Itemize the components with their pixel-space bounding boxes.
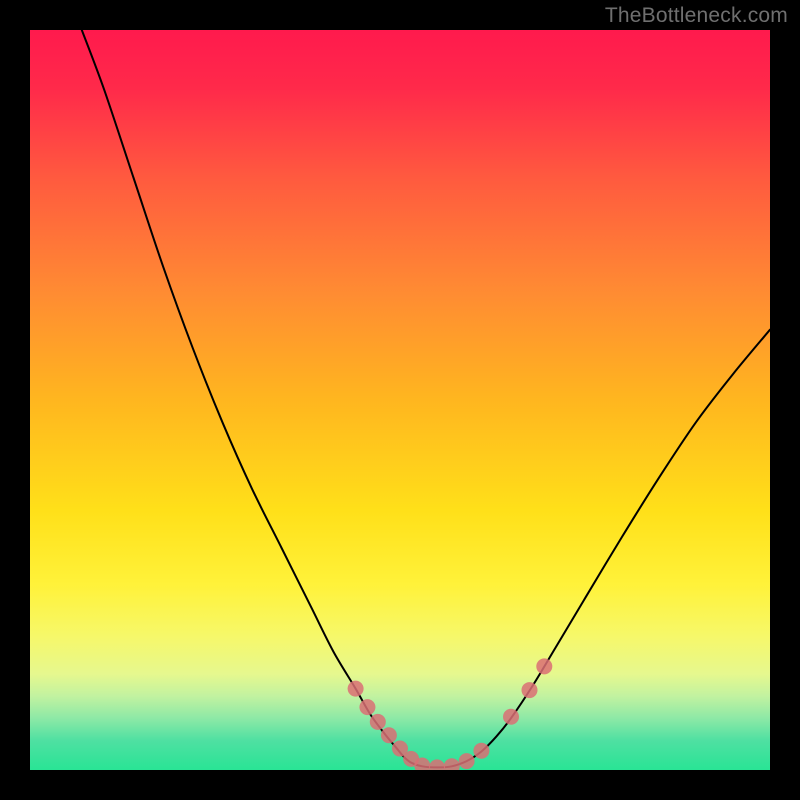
marker-point (503, 709, 519, 725)
markers-group (348, 658, 553, 770)
marker-point (459, 753, 475, 769)
marker-point (381, 727, 397, 743)
marker-point (536, 658, 552, 674)
watermark-text: TheBottleneck.com (605, 4, 788, 28)
marker-point (370, 714, 386, 730)
marker-point (348, 681, 364, 697)
chart-frame: TheBottleneck.com (0, 0, 800, 800)
chart-svg (30, 30, 770, 770)
marker-point (522, 682, 538, 698)
bottleneck-curve (82, 30, 770, 767)
marker-point (359, 699, 375, 715)
plot-area (30, 30, 770, 770)
marker-point (429, 759, 445, 770)
marker-point (444, 758, 460, 770)
marker-point (473, 743, 489, 759)
